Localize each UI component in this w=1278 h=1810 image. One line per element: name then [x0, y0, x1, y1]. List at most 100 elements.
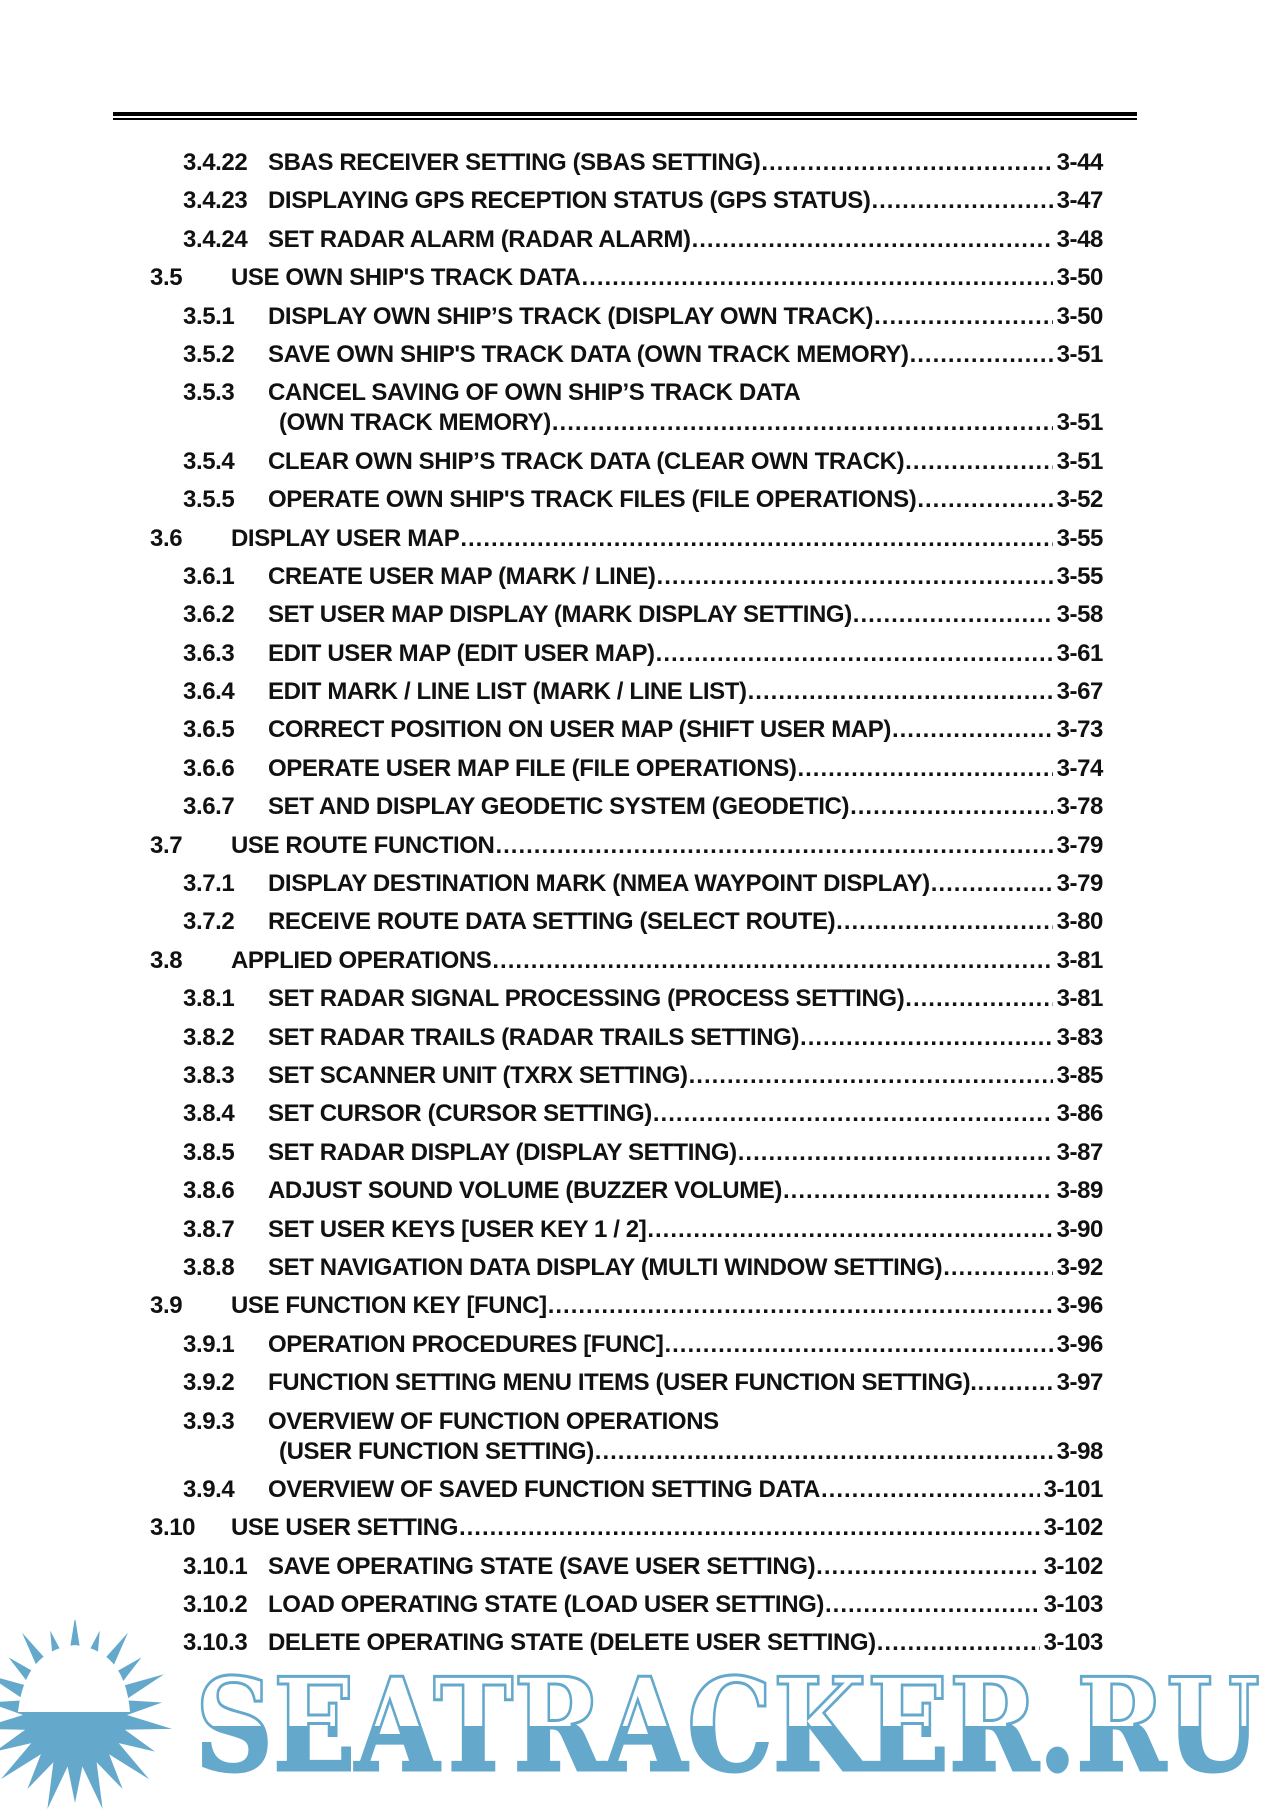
- section-number: 3.8.5: [183, 1138, 235, 1166]
- section-title: OVERVIEW OF SAVED FUNCTION SETTING DATA: [268, 1475, 820, 1503]
- toc-entry[interactable]: 3.6.2 SET USER MAP DISPLAY (MARK DISPLAY …: [0, 597, 1278, 635]
- section-number: 3.8.1: [183, 985, 235, 1013]
- page-number: 3-48: [1056, 225, 1104, 253]
- toc-entry[interactable]: 3.10 USE USER SETTING 3-102: [0, 1510, 1278, 1548]
- section-title: SET NAVIGATION DATA DISPLAY (MULTI WINDO…: [268, 1253, 943, 1281]
- toc-entry[interactable]: 3.8.8 SET NAVIGATION DATA DISPLAY (MULTI …: [0, 1250, 1278, 1288]
- page-number: 3-89: [1056, 1177, 1104, 1205]
- toc-entry[interactable]: 3.4.24 SET RADAR ALARM (RADAR ALARM) 3-48: [0, 222, 1278, 260]
- section-number: 3.4.24: [183, 225, 248, 253]
- toc-entry[interactable]: 3.8.5 SET RADAR DISPLAY (DISPLAY SETTING)…: [0, 1135, 1278, 1173]
- section-title: CORRECT POSITION ON USER MAP (SHIFT USER…: [268, 716, 891, 744]
- section-number: 3.6: [150, 524, 183, 552]
- dot-leader: [492, 947, 1052, 975]
- toc-entry[interactable]: 3.5.5 OPERATE OWN SHIP'S TRACK FILES (FIL…: [0, 482, 1278, 520]
- dot-leader: [738, 1139, 1053, 1167]
- section-number: 3.5.5: [183, 486, 235, 514]
- section-title: DISPLAY USER MAP: [231, 524, 460, 552]
- section-number: 3.7: [150, 831, 183, 859]
- section-title: DISPLAY DESTINATION MARK (NMEA WAYPOINT …: [268, 870, 930, 898]
- toc-entry[interactable]: 3.7.1 DISPLAY DESTINATION MARK (NMEA WAYP…: [0, 866, 1278, 904]
- section-title-continued: (USER FUNCTION SETTING): [279, 1437, 594, 1465]
- toc-entry[interactable]: 3.10.3 DELETE OPERATING STATE (DELETE USE…: [0, 1625, 1278, 1663]
- section-title: SET AND DISPLAY GEODETIC SYSTEM (GEODETI…: [268, 793, 850, 821]
- dot-leader: [797, 755, 1052, 783]
- dot-leader: [761, 149, 1052, 177]
- dot-leader: [917, 486, 1052, 514]
- section-title: EDIT USER MAP (EDIT USER MAP): [268, 639, 655, 667]
- toc-entry[interactable]: 3.7.2 RECEIVE ROUTE DATA SETTING (SELECT …: [0, 904, 1278, 942]
- section-number: 3.9.1: [183, 1330, 235, 1358]
- toc-entry[interactable]: 3.8.3 SET SCANNER UNIT (TXRX SETTING) 3-85: [0, 1058, 1278, 1096]
- toc-entry[interactable]: 3.9.1 OPERATION PROCEDURES [FUNC] 3-96: [0, 1327, 1278, 1365]
- dot-leader: [821, 1476, 1040, 1504]
- section-title: LOAD OPERATING STATE (LOAD USER SETTING): [268, 1591, 824, 1619]
- toc-entry[interactable]: 3.6.4 EDIT MARK / LINE LIST (MARK / LINE …: [0, 674, 1278, 712]
- page-number: 3-103: [1043, 1629, 1104, 1657]
- toc-entry[interactable]: 3.6.6 OPERATE USER MAP FILE (FILE OPERATI…: [0, 751, 1278, 789]
- section-number: 3.9.4: [183, 1475, 235, 1503]
- page-number: 3-86: [1056, 1100, 1104, 1128]
- section-number: 3.6.2: [183, 601, 235, 629]
- dot-leader: [910, 341, 1053, 369]
- section-title: SET CURSOR (CURSOR SETTING): [268, 1100, 652, 1128]
- section-number: 3.6.4: [183, 678, 235, 706]
- section-title: OVERVIEW OF FUNCTION OPERATIONS: [268, 1407, 719, 1435]
- toc-entry[interactable]: 3.8.6 ADJUST SOUND VOLUME (BUZZER VOLUME)…: [0, 1173, 1278, 1211]
- section-number: 3.5.3: [183, 379, 235, 407]
- toc-entry[interactable]: 3.9.2 FUNCTION SETTING MENU ITEMS (USER F…: [0, 1365, 1278, 1403]
- toc-entry[interactable]: 3.5.1 DISPLAY OWN SHIP’S TRACK (DISPLAY O…: [0, 299, 1278, 337]
- toc-entry[interactable]: 3.8 APPLIED OPERATIONS 3-81: [0, 943, 1278, 981]
- toc-entry[interactable]: 3.8.1 SET RADAR SIGNAL PROCESSING (PROCES…: [0, 981, 1278, 1019]
- page-number: 3-78: [1056, 793, 1104, 821]
- dot-leader: [582, 264, 1053, 292]
- page-number: 3-55: [1056, 524, 1104, 552]
- toc-entry[interactable]: 3.8.4 SET CURSOR (CURSOR SETTING) 3-86: [0, 1096, 1278, 1134]
- toc-entry[interactable]: 3.10.2 LOAD OPERATING STATE (LOAD USER SE…: [0, 1587, 1278, 1625]
- toc-entry[interactable]: 3.4.22 SBAS RECEIVER SETTING (SBAS SETTIN…: [0, 145, 1278, 183]
- toc-entry[interactable]: 3.5 USE OWN SHIP'S TRACK DATA 3-50: [0, 260, 1278, 298]
- page-number: 3-102: [1043, 1552, 1104, 1580]
- section-title: EDIT MARK / LINE LIST (MARK / LINE LIST): [268, 678, 747, 706]
- dot-leader: [647, 1216, 1052, 1244]
- page-number: 3-98: [1056, 1437, 1104, 1465]
- toc-entry[interactable]: 3.7 USE ROUTE FUNCTION 3-79: [0, 828, 1278, 866]
- toc-entry[interactable]: 3.9 USE FUNCTION KEY [FUNC] 3-96: [0, 1288, 1278, 1326]
- toc-entry[interactable]: 3.8.7 SET USER KEYS [USER KEY 1 / 2] 3-90: [0, 1212, 1278, 1250]
- toc-entry[interactable]: 3.6 DISPLAY USER MAP 3-55: [0, 521, 1278, 559]
- dot-leader: [943, 1254, 1052, 1282]
- dot-leader: [459, 1514, 1040, 1542]
- watermark-text: SEATRACKER.RU: [195, 1651, 1260, 1801]
- section-title: FUNCTION SETTING MENU ITEMS (USER FUNCTI…: [268, 1369, 977, 1397]
- toc-entry[interactable]: 3.5.3 CANCEL SAVING OF OWN SHIP’S TRACK D…: [0, 375, 1278, 443]
- section-title: OPERATE OWN SHIP'S TRACK FILES (FILE OPE…: [268, 486, 917, 514]
- dot-leader: [552, 409, 1053, 437]
- page-number: 3-67: [1056, 678, 1104, 706]
- toc-entry[interactable]: 3.5.2 SAVE OWN SHIP'S TRACK DATA (OWN TRA…: [0, 337, 1278, 375]
- dot-leader: [692, 226, 1053, 254]
- toc-entry[interactable]: 3.6.7 SET AND DISPLAY GEODETIC SYSTEM (GE…: [0, 789, 1278, 827]
- toc-entry[interactable]: 3.4.23 DISPLAYING GPS RECEPTION STATUS (G…: [0, 183, 1278, 221]
- page-number: 3-50: [1056, 264, 1104, 292]
- page-number: 3-96: [1056, 1292, 1104, 1320]
- section-number: 3.8.8: [183, 1253, 235, 1281]
- section-title: DELETE OPERATING STATE (DELETE USER SETT…: [268, 1629, 876, 1657]
- toc-entry[interactable]: 3.6.5 CORRECT POSITION ON USER MAP (SHIFT…: [0, 712, 1278, 750]
- toc-entry[interactable]: 3.9.3 OVERVIEW OF FUNCTION OPERATIONS (USE…: [0, 1404, 1278, 1472]
- page-number: 3-81: [1056, 946, 1104, 974]
- section-number: 3.9: [150, 1292, 183, 1320]
- dot-leader: [816, 1553, 1039, 1581]
- section-number: 3.10.3: [183, 1629, 248, 1657]
- toc-entry[interactable]: 3.9.4 OVERVIEW OF SAVED FUNCTION SETTING …: [0, 1472, 1278, 1510]
- dot-leader: [825, 1591, 1040, 1619]
- section-number: 3.8.3: [183, 1061, 235, 1089]
- section-title: OPERATE USER MAP FILE (FILE OPERATIONS): [268, 754, 797, 782]
- toc-entry[interactable]: 3.5.4 CLEAR OWN SHIP’S TRACK DATA (CLEAR …: [0, 444, 1278, 482]
- section-number: 3.8.7: [183, 1215, 235, 1243]
- toc-entry[interactable]: 3.6.3 EDIT USER MAP (EDIT USER MAP) 3-61: [0, 636, 1278, 674]
- toc-entry[interactable]: 3.8.2 SET RADAR TRAILS (RADAR TRAILS SETT…: [0, 1020, 1278, 1058]
- section-title: CANCEL SAVING OF OWN SHIP’S TRACK DATA: [268, 379, 801, 407]
- section-number: 3.8.4: [183, 1100, 235, 1128]
- toc-entry[interactable]: 3.6.1 CREATE USER MAP (MARK / LINE) 3-55: [0, 559, 1278, 597]
- toc-entry[interactable]: 3.10.1 SAVE OPERATING STATE (SAVE USER SE…: [0, 1549, 1278, 1587]
